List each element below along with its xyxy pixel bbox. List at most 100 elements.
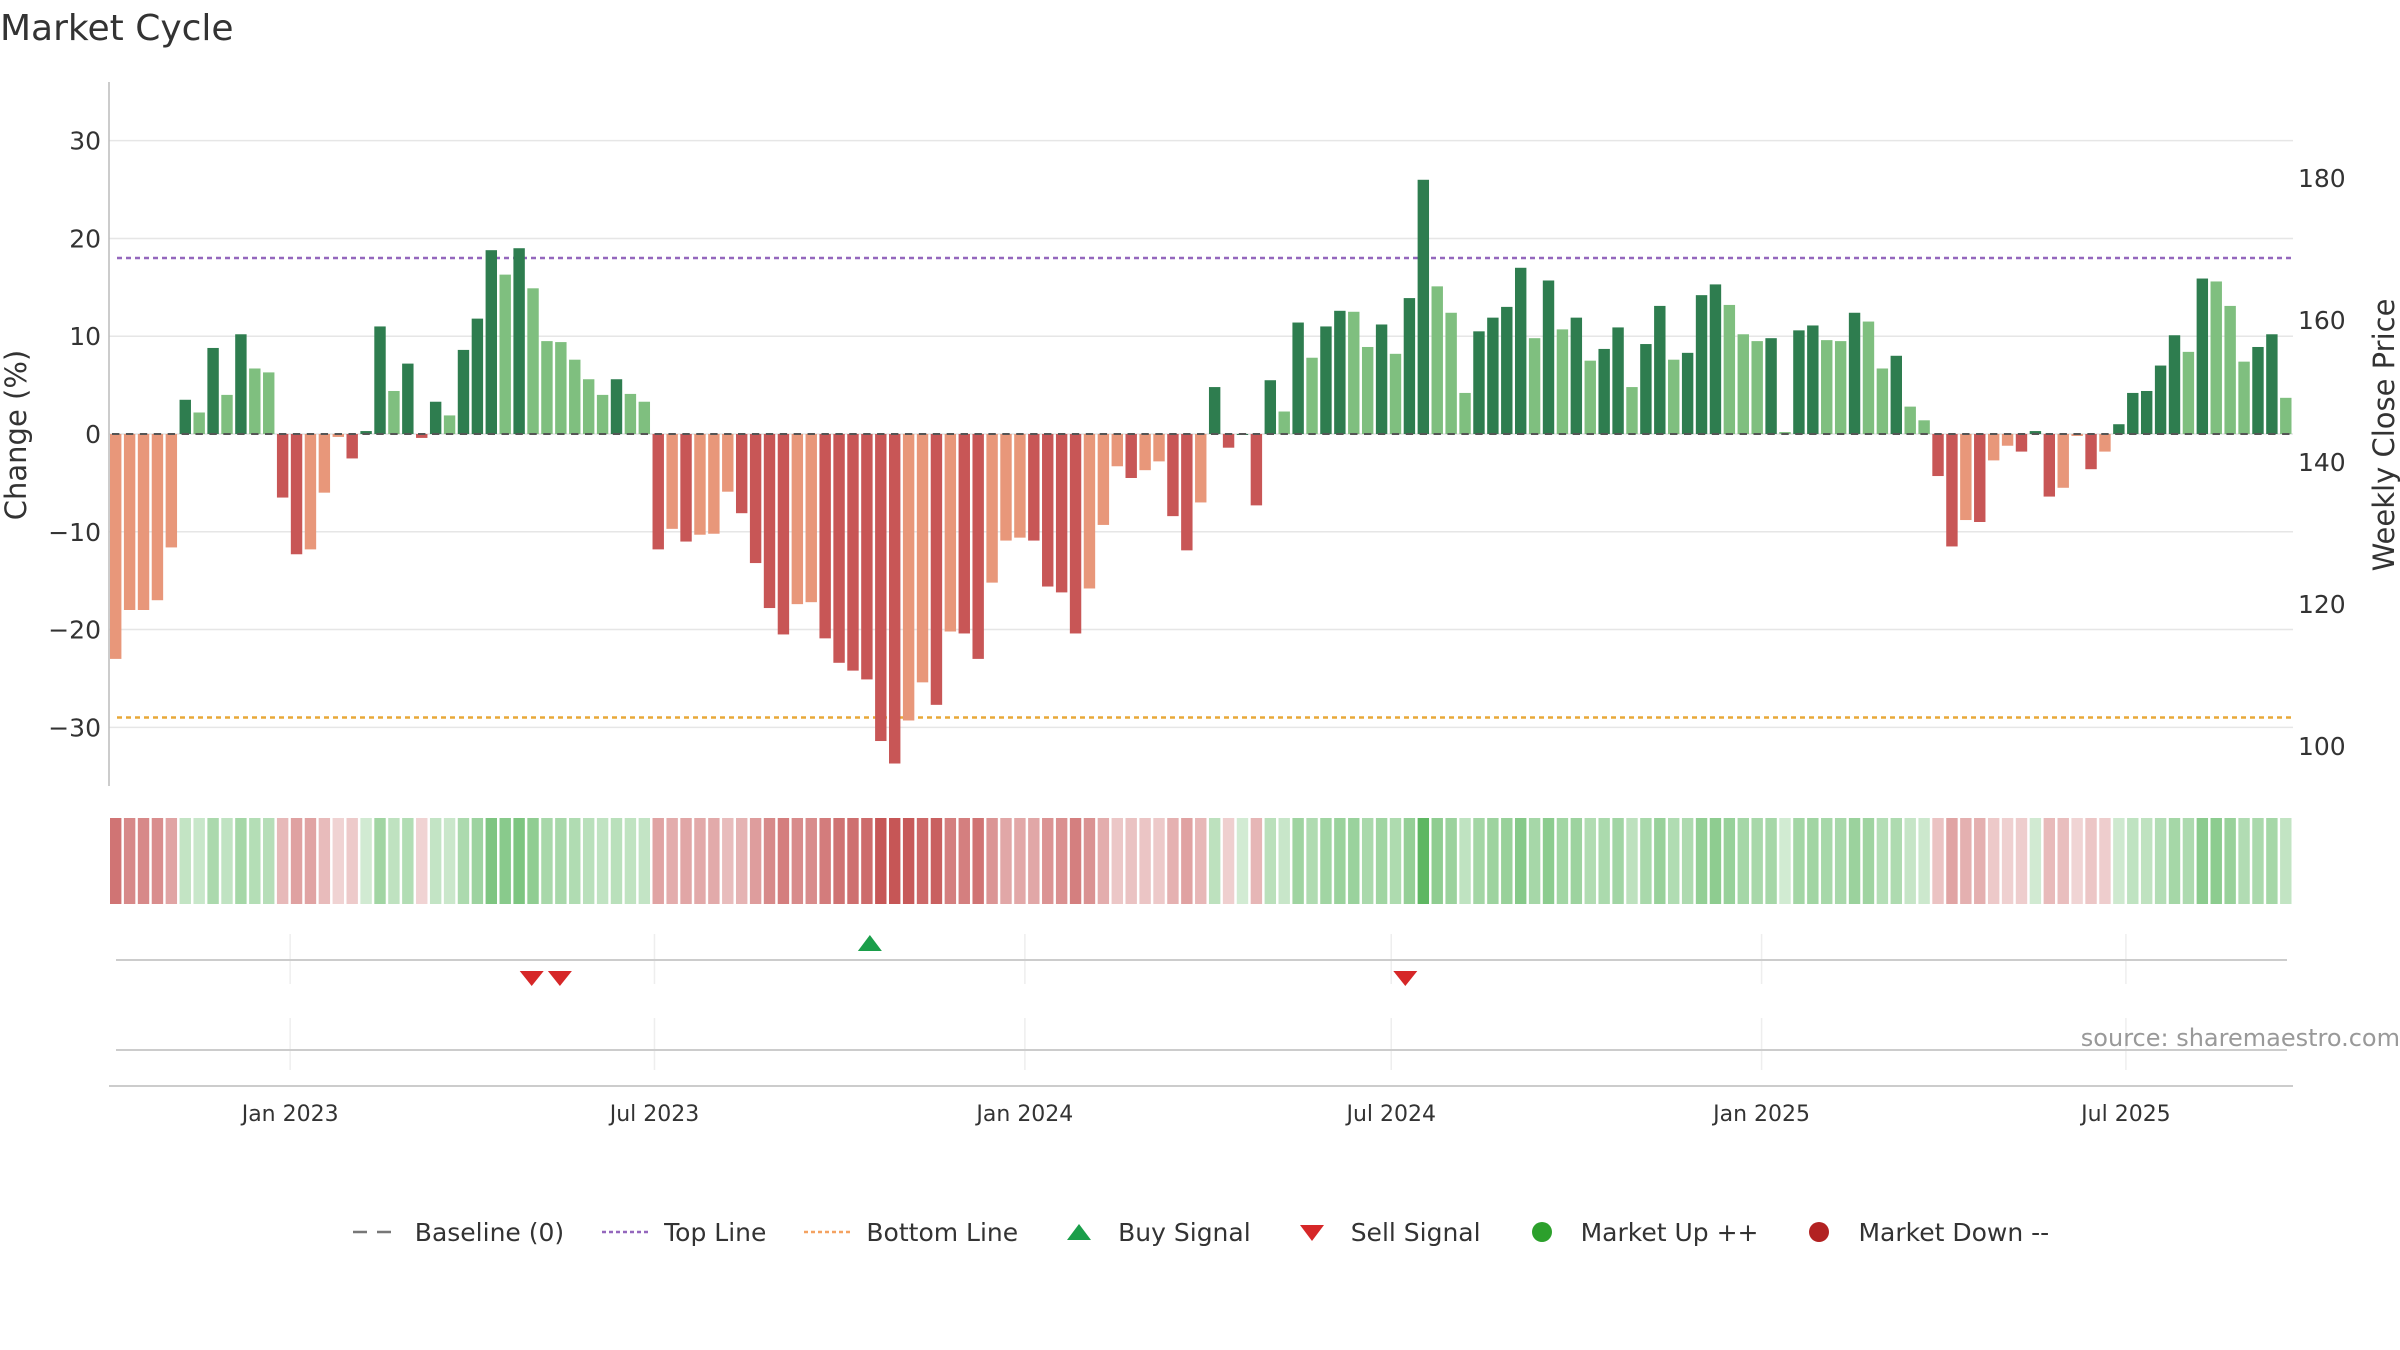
bar bbox=[652, 434, 664, 550]
heat-cell bbox=[179, 818, 191, 904]
bar bbox=[2196, 278, 2209, 434]
bar bbox=[1501, 306, 1513, 434]
heat-cell bbox=[235, 818, 247, 904]
bar bbox=[1389, 353, 1402, 434]
heat-cell bbox=[1139, 818, 1151, 904]
bar bbox=[610, 379, 623, 434]
heat-cell bbox=[1695, 818, 1708, 904]
bar bbox=[875, 434, 887, 742]
bar bbox=[2266, 334, 2278, 434]
bar bbox=[1306, 357, 1318, 434]
bar bbox=[1793, 330, 1805, 434]
y2-tick-label: 100 bbox=[2298, 732, 2346, 761]
legend-item-up: Market Up ++ bbox=[1517, 1218, 1758, 1247]
bar bbox=[2043, 434, 2056, 497]
legend-item-down: Market Down -- bbox=[1794, 1218, 2049, 1247]
heat-cell bbox=[1208, 818, 1221, 904]
bar bbox=[1042, 434, 1054, 587]
heat-cell bbox=[513, 818, 525, 904]
heat-cell bbox=[1640, 818, 1652, 904]
legend-symbol-down bbox=[1809, 1222, 1830, 1242]
legend-label: Sell Signal bbox=[1350, 1217, 1481, 1247]
sell-signal-marker bbox=[519, 971, 544, 986]
y-tick-label: 20 bbox=[69, 224, 101, 253]
heat-cell bbox=[221, 818, 233, 904]
bar bbox=[1264, 380, 1277, 434]
heat-cell bbox=[193, 818, 205, 904]
bar bbox=[1821, 340, 1833, 434]
heat-cell bbox=[694, 818, 706, 904]
heat-cell bbox=[1723, 818, 1736, 904]
heat-cell bbox=[304, 818, 317, 904]
heat-cell bbox=[902, 818, 915, 904]
heat-cell bbox=[374, 818, 386, 904]
bar bbox=[833, 434, 845, 663]
bar bbox=[735, 434, 748, 514]
heat-cell bbox=[1292, 818, 1304, 904]
heat-cell bbox=[569, 818, 581, 904]
heat-cell bbox=[1278, 818, 1290, 904]
heat-cell bbox=[2168, 818, 2181, 904]
heat-cell bbox=[429, 818, 442, 904]
heat-cell bbox=[1904, 818, 1916, 904]
heat-cell bbox=[1361, 818, 1374, 904]
x-tick-label: Jan 2025 bbox=[1711, 1102, 1810, 1127]
heat-cell bbox=[2071, 818, 2083, 904]
heat-cell bbox=[416, 818, 428, 904]
bar bbox=[1167, 434, 1179, 517]
y2-tick-label: 120 bbox=[2298, 590, 2346, 619]
bar bbox=[930, 434, 943, 705]
heat-cell bbox=[1069, 818, 1082, 904]
x-tick-label: Jan 2024 bbox=[974, 1102, 1073, 1127]
heat-cell bbox=[1389, 818, 1402, 904]
heat-cell bbox=[1306, 818, 1318, 904]
heat-cell bbox=[1417, 818, 1430, 904]
bar bbox=[1626, 387, 1638, 434]
x-tick-label: Jul 2025 bbox=[2079, 1102, 2171, 1127]
heat-cell bbox=[1932, 818, 1944, 904]
legend-symbol-buy bbox=[1067, 1224, 1092, 1240]
heat-cell bbox=[1181, 818, 1193, 904]
bar bbox=[1695, 295, 1708, 434]
heat-cell bbox=[443, 818, 456, 904]
heat-cell bbox=[680, 818, 692, 904]
heat-cell bbox=[749, 818, 762, 904]
bar bbox=[471, 318, 484, 434]
heat-cell bbox=[1570, 818, 1583, 904]
bar bbox=[249, 368, 261, 434]
bar bbox=[290, 434, 303, 555]
heat-cell bbox=[652, 818, 664, 904]
heat-cell bbox=[1055, 818, 1068, 904]
heat-cell bbox=[944, 818, 957, 904]
heat-cell bbox=[1014, 818, 1026, 904]
heat-cell bbox=[1028, 818, 1040, 904]
bar bbox=[1028, 434, 1040, 541]
bar bbox=[582, 379, 595, 434]
bar bbox=[1737, 334, 1749, 434]
bar bbox=[1361, 346, 1374, 434]
heat-cell bbox=[889, 818, 901, 904]
bar bbox=[596, 394, 609, 434]
bar bbox=[485, 250, 498, 434]
heat-cell bbox=[1848, 818, 1861, 904]
heat-cell bbox=[1834, 818, 1847, 904]
heat-cell bbox=[1097, 818, 1110, 904]
bar bbox=[1278, 411, 1290, 434]
bar bbox=[1459, 392, 1471, 434]
bar bbox=[555, 342, 567, 434]
legend-item-top: Top Line bbox=[600, 1218, 766, 1247]
heat-cell bbox=[2113, 818, 2125, 904]
heat-cell bbox=[499, 818, 511, 904]
bar bbox=[276, 434, 289, 498]
bar bbox=[805, 434, 817, 603]
legend-symbol-baseline bbox=[352, 1230, 399, 1234]
bar bbox=[2057, 434, 2069, 488]
chart-title: Market Cycle bbox=[0, 8, 234, 49]
heat-cell bbox=[1876, 818, 1889, 904]
heat-cell bbox=[972, 818, 984, 904]
bar bbox=[457, 349, 470, 434]
heat-cell bbox=[1946, 818, 1958, 904]
heat-cell bbox=[1320, 818, 1332, 904]
heat-cell bbox=[2238, 818, 2250, 904]
bar bbox=[318, 434, 331, 493]
